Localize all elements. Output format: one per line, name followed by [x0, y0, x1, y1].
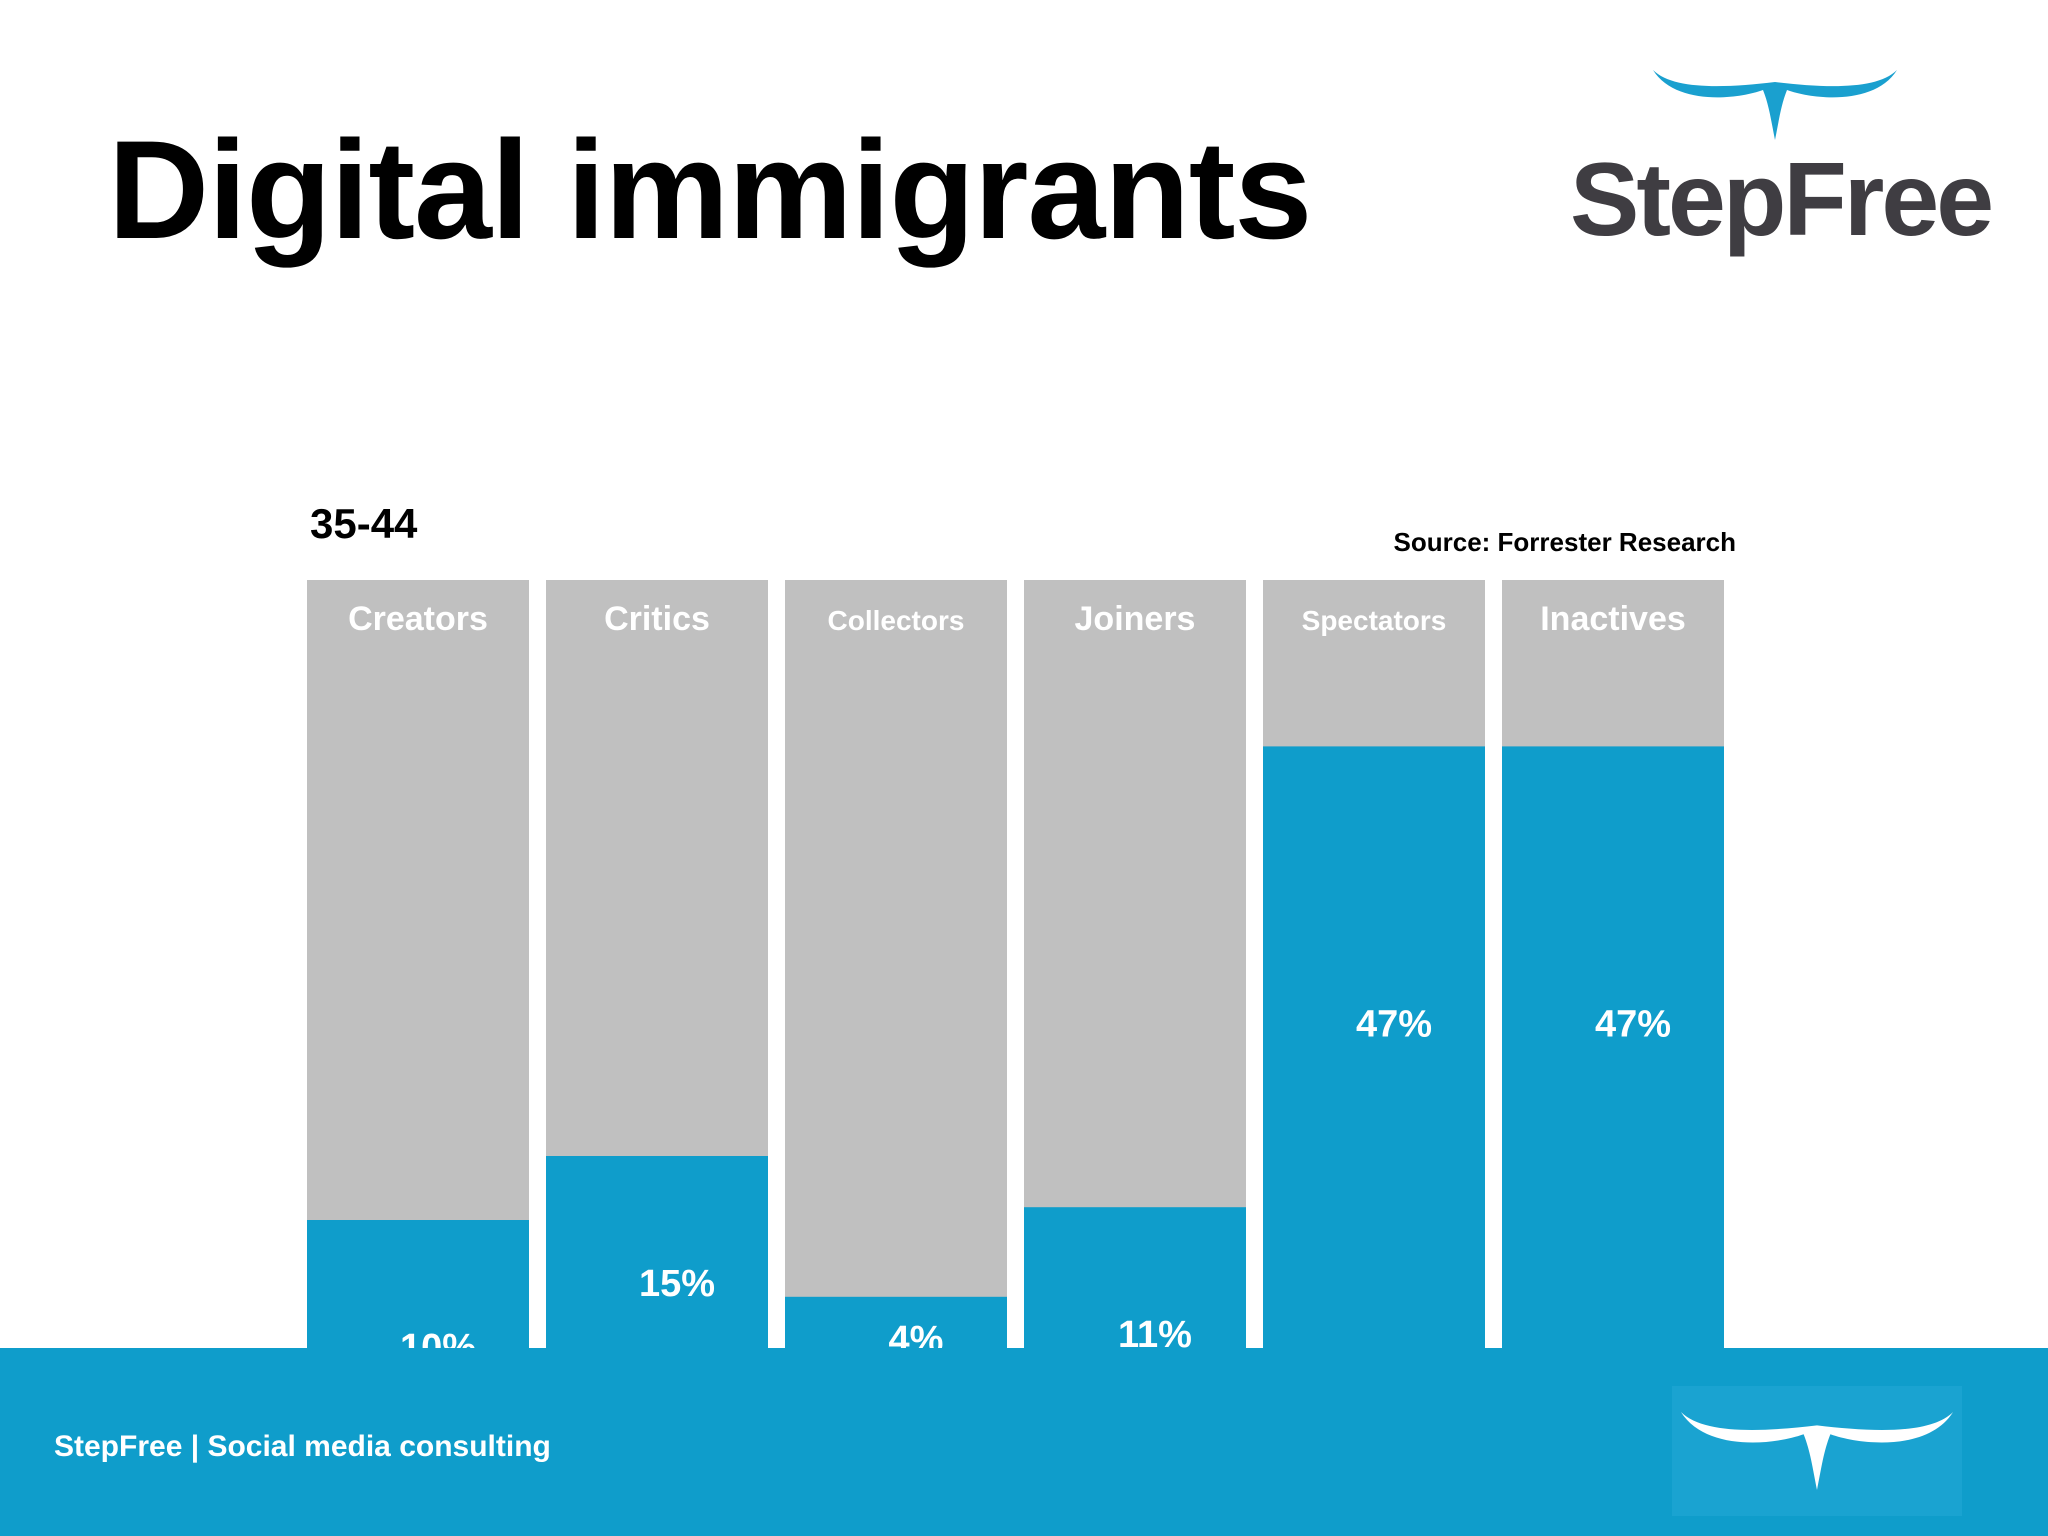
category-label-joiners: Joiners	[1075, 600, 1196, 638]
footer-bar: StepFree | Social media consulting	[0, 1348, 2048, 1536]
wings-icon	[1653, 70, 1897, 140]
bar-joiners	[1024, 1207, 1246, 1348]
footer-wings-icon	[1680, 1411, 1954, 1491]
bar-critics	[546, 1156, 768, 1348]
page-title: Digital immigrants	[108, 111, 1312, 268]
value-label-critics: 15%	[639, 1263, 715, 1305]
value-label-spectators: 47%	[1356, 1003, 1432, 1045]
value-label-inactives: 47%	[1595, 1003, 1671, 1045]
stepfree-logo: StepFree	[1560, 60, 1994, 260]
category-label-creators: Creators	[348, 600, 488, 638]
source-label: Source: Forrester Research	[1393, 527, 1736, 557]
category-label-inactives: Inactives	[1540, 600, 1686, 638]
chart-title: 35-44	[310, 500, 418, 547]
footer-logo	[1672, 1386, 1962, 1516]
footer-text: StepFree | Social media consulting	[54, 1430, 551, 1463]
bar-creators	[307, 1220, 529, 1348]
category-label-collectors: Collectors	[828, 605, 965, 636]
bar-track-collectors	[785, 580, 1007, 1348]
logo-text: StepFree	[1570, 142, 1994, 258]
bar-inactives	[1502, 746, 1724, 1348]
bar-collectors	[785, 1296, 1007, 1348]
bar-spectators	[1263, 746, 1485, 1348]
category-label-spectators: Spectators	[1302, 605, 1447, 636]
category-label-critics: Critics	[604, 600, 710, 638]
